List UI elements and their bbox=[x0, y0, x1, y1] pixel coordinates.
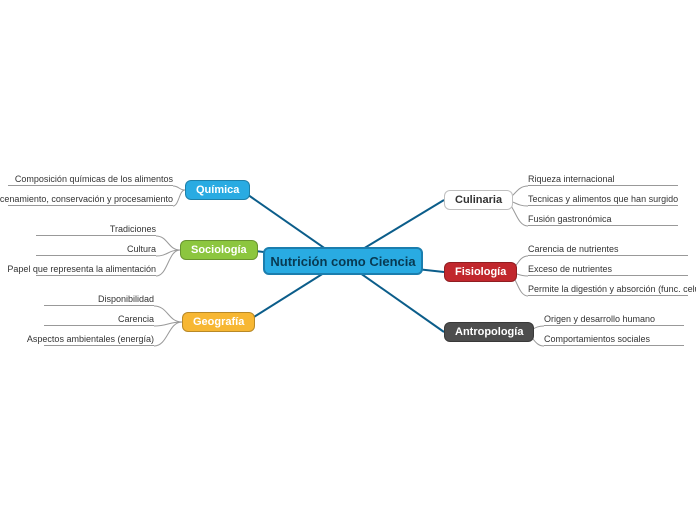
leaf-sociologia-1: Cultura bbox=[36, 244, 156, 256]
leaf-culinaria-0: Riqueza internacional bbox=[528, 174, 678, 186]
branch-antropologia: Antropología bbox=[444, 322, 534, 342]
leaf-fisiologia-0: Carencia de nutrientes bbox=[528, 244, 688, 256]
leaf-sociologia-2: Papel que representa la alimentación bbox=[36, 264, 156, 276]
leaf-sociologia-0: Tradiciones bbox=[36, 224, 156, 236]
center-node: Nutrición como Ciencia bbox=[263, 247, 423, 275]
leaf-culinaria-1: Tecnicas y alimentos que han surgido bbox=[528, 194, 678, 206]
leaf-geografia-2: Aspectos ambientales (energía) bbox=[44, 334, 154, 346]
leaf-fisiologia-2: Permite la digestión y absorción (func. … bbox=[528, 284, 688, 296]
leaf-antropologia-1: Comportamientos sociales bbox=[544, 334, 684, 346]
branch-geografia: Geografía bbox=[182, 312, 255, 332]
leaf-geografia-0: Disponibilidad bbox=[44, 294, 154, 306]
leaf-geografia-1: Carencia bbox=[44, 314, 154, 326]
branch-culinaria: Culinaria bbox=[444, 190, 513, 210]
leaf-culinaria-2: Fusión gastronómica bbox=[528, 214, 678, 226]
branch-quimica: Química bbox=[185, 180, 250, 200]
branch-sociologia: Sociología bbox=[180, 240, 258, 260]
leaf-antropologia-0: Origen y desarrollo humano bbox=[544, 314, 684, 326]
branch-fisiologia: Fisiología bbox=[444, 262, 517, 282]
leaf-quimica-1: Almacenamiento, conservación y procesami… bbox=[8, 194, 173, 206]
leaf-quimica-0: Composición químicas de los alimentos bbox=[8, 174, 173, 186]
leaf-fisiologia-1: Exceso de nutrientes bbox=[528, 264, 688, 276]
